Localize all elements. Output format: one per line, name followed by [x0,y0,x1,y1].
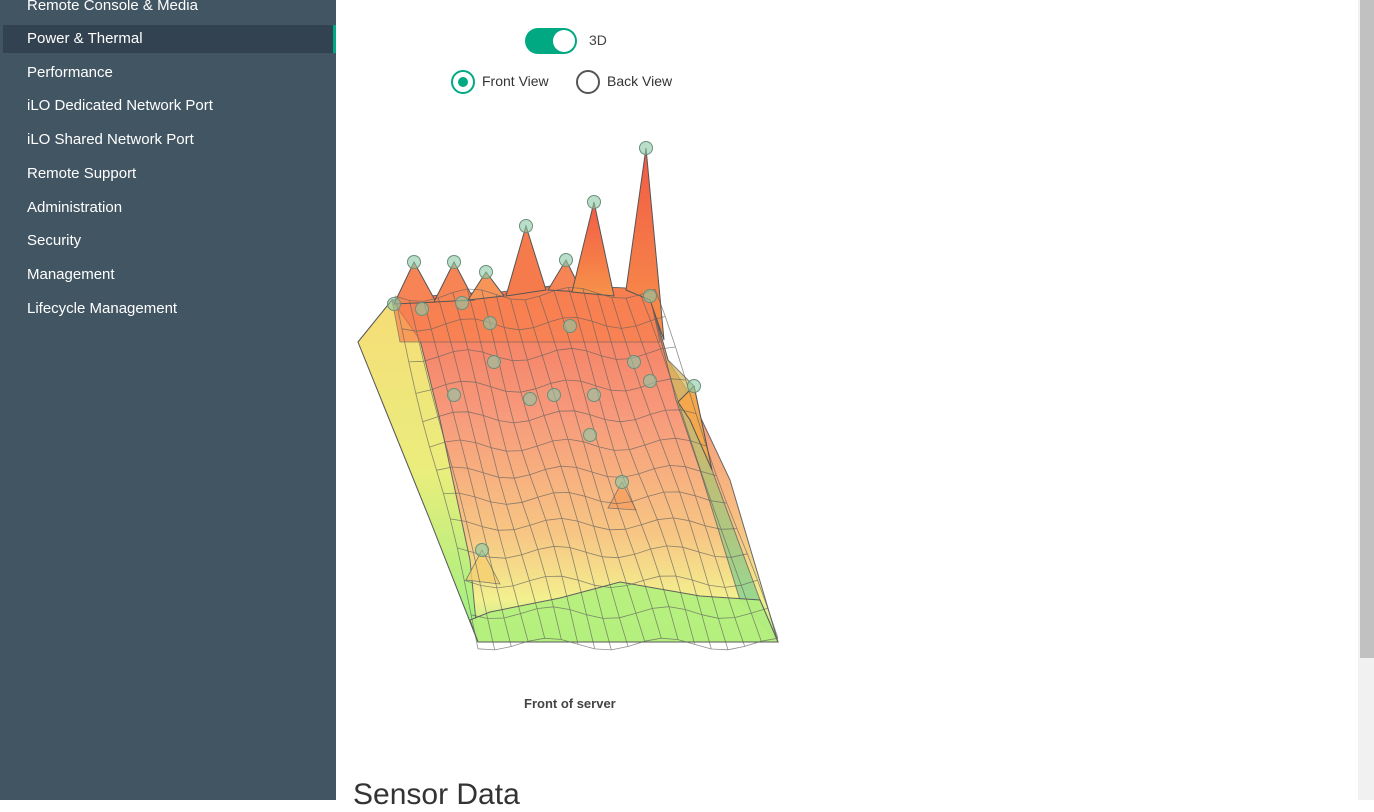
sidebar-item-administration[interactable]: Administration [27,199,123,216]
sensor-marker[interactable] [387,297,401,311]
peak [571,201,615,297]
sidebar-item-security[interactable]: Security [27,232,82,249]
3d-toggle[interactable] [525,28,577,54]
sensor-marker[interactable] [415,302,429,316]
sensor-marker[interactable] [447,388,461,402]
mesh-line-horizontal [477,637,779,651]
sensor-marker[interactable] [519,219,533,233]
sidebar-item-lifecycle-management[interactable]: Lifecycle Management [27,300,178,317]
mesh-line-horizontal [415,378,686,394]
mesh-line-horizontal [436,464,717,479]
peak [393,260,437,305]
mesh-line-horizontal [429,437,707,452]
sensor-marker[interactable] [563,319,577,333]
sensor-marker[interactable] [559,253,573,267]
sidebar-item-remote-support[interactable]: Remote Support [27,165,137,182]
sensor-marker[interactable] [627,355,641,369]
mesh-line-horizontal [401,316,666,332]
sensor-marker[interactable] [407,255,421,269]
mesh-line-horizontal [422,409,697,424]
sidebar-nav: Remote Console & Media Power & Thermal P… [0,0,336,800]
sensor-marker[interactable] [523,392,537,406]
surface-mesh [394,286,779,651]
back-view-radio[interactable] [576,70,600,94]
mesh-line-horizontal [443,491,727,505]
sensor-marker[interactable] [447,255,461,269]
mesh-line-horizontal [457,545,748,559]
sidebar-item-power-thermal[interactable]: Power & Thermal [3,25,336,53]
mesh-line-horizontal [464,575,758,589]
sensor-marker[interactable] [455,296,469,310]
peak [467,271,505,301]
sensor-marker[interactable] [615,475,629,489]
sidebar-item-ilo-shared-network-port[interactable]: iLO Shared Network Port [27,131,194,148]
sensor-marker[interactable] [583,428,597,442]
sidebar-item-management[interactable]: Management [27,266,115,283]
surface-bottom-band [469,581,779,643]
sensor-marker[interactable] [643,289,657,303]
sensor-marker[interactable] [487,355,501,369]
sensor-marker[interactable] [587,195,601,209]
sensor-marker[interactable] [483,316,497,330]
scrollbar-thumb[interactable] [1360,0,1374,658]
sensor-marker[interactable] [687,379,701,393]
3d-toggle-label: 3D [589,32,607,48]
peak [677,384,713,471]
peak [607,481,637,511]
peak [433,260,475,303]
mesh-line-horizontal [450,517,738,531]
peak [505,224,547,297]
front-view-label[interactable]: Front View [482,73,549,89]
radio-selected-dot [458,77,468,87]
sensor-marker[interactable] [475,543,489,557]
sensor-marker[interactable] [479,265,493,279]
sidebar-item-remote-console-media[interactable]: Remote Console & Media [27,0,198,14]
sidebar-item-ilo-dedicated-network-port[interactable]: iLO Dedicated Network Port [27,97,213,114]
mesh-line-horizontal [471,606,768,619]
peak [465,549,501,585]
mesh-line-horizontal [394,286,656,302]
sidebar-item-performance[interactable]: Performance [27,64,113,81]
front-view-radio[interactable] [451,70,475,94]
sensor-marker[interactable] [643,374,657,388]
chart-caption: Front of server [524,696,616,711]
sensor-marker[interactable] [639,141,653,155]
section-title-sensor-data: Sensor Data [353,778,520,811]
sensor-marker[interactable] [547,388,561,402]
sensor-marker[interactable] [587,388,601,402]
back-view-label[interactable]: Back View [607,73,673,89]
toggle-knob [553,30,575,52]
sensor-markers [387,141,701,557]
